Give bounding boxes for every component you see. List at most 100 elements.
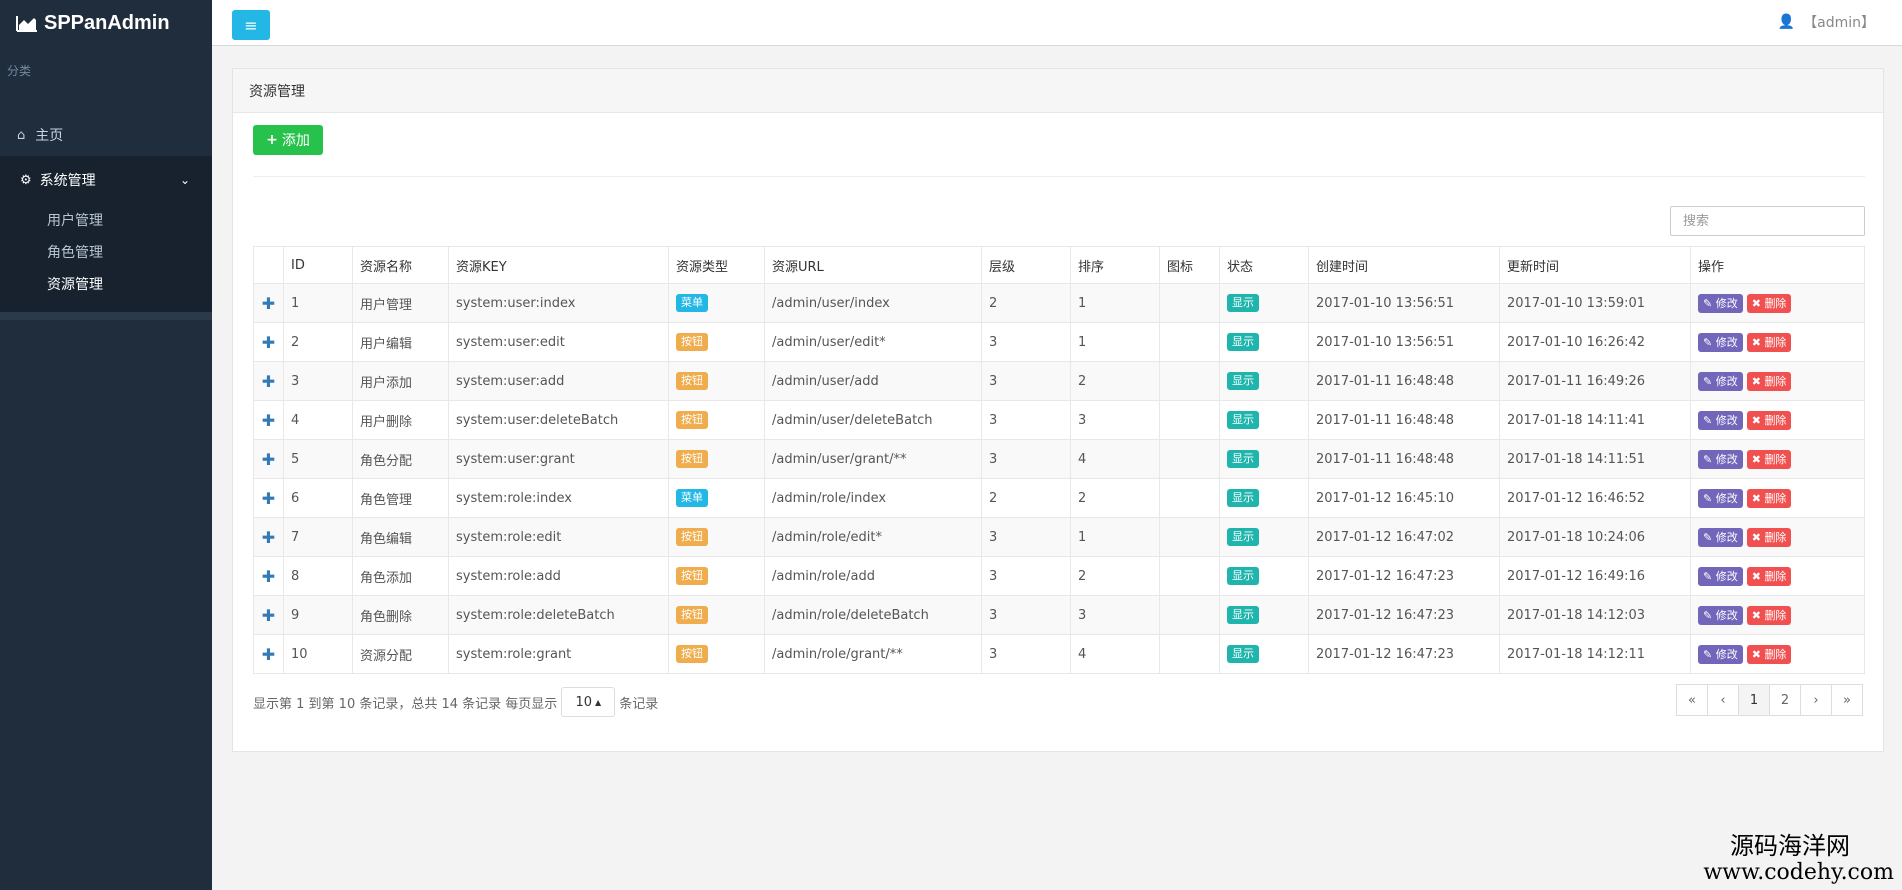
edit-button[interactable]: ✎ 修改 bbox=[1698, 605, 1743, 625]
col-actions: 操作 bbox=[1690, 246, 1865, 284]
edit-button[interactable]: ✎ 修改 bbox=[1698, 488, 1743, 508]
page-size-value: 10 bbox=[575, 694, 592, 710]
col-created[interactable]: 创建时间 bbox=[1308, 246, 1500, 284]
delete-button[interactable]: ✖ 删除 bbox=[1746, 566, 1792, 586]
brand-title: SPPanAdmin bbox=[44, 11, 170, 34]
col-level[interactable]: 层级 bbox=[981, 246, 1071, 284]
expand-icon[interactable]: ✚ bbox=[253, 400, 284, 440]
cell-status: 显示 bbox=[1219, 283, 1309, 323]
edit-button[interactable]: ✎ 修改 bbox=[1698, 410, 1743, 430]
expand-icon[interactable]: ✚ bbox=[253, 556, 284, 596]
cell-actions: ✎ 修改 ✖ 删除 bbox=[1690, 283, 1865, 323]
cell-status: 显示 bbox=[1219, 478, 1309, 518]
sidebar-toggle-button[interactable]: ≡ bbox=[232, 10, 270, 40]
edit-button[interactable]: ✎ 修改 bbox=[1698, 371, 1743, 391]
expand-icon[interactable]: ✚ bbox=[253, 283, 284, 323]
edit-icon: ✎ bbox=[1703, 413, 1716, 427]
divider bbox=[253, 176, 1865, 177]
cell-level: 2 bbox=[981, 478, 1071, 518]
sidebar-group-toggle[interactable]: ⚙ 系统管理 ⌄ bbox=[0, 156, 212, 204]
page-2[interactable]: 2 bbox=[1769, 684, 1801, 716]
edit-label: 修改 bbox=[1715, 374, 1738, 388]
watermark-line1: 源码海洋网 bbox=[1730, 832, 1850, 860]
expand-icon[interactable]: ✚ bbox=[253, 439, 284, 479]
cell-name: 用户编辑 bbox=[352, 322, 449, 362]
col-url[interactable]: 资源URL bbox=[764, 246, 982, 284]
edit-button[interactable]: ✎ 修改 bbox=[1698, 449, 1743, 469]
expand-icon[interactable]: ✚ bbox=[253, 634, 284, 674]
page-prev[interactable]: ‹ bbox=[1707, 684, 1739, 716]
cell-url: /admin/user/add bbox=[764, 361, 982, 401]
cell-id: 10 bbox=[283, 634, 353, 674]
edit-button[interactable]: ✎ 修改 bbox=[1698, 332, 1743, 352]
col-id[interactable]: ID bbox=[283, 246, 353, 284]
cell-key: system:role:index bbox=[448, 478, 669, 518]
page-1[interactable]: 1 bbox=[1738, 684, 1770, 716]
table-row: ✚ 3 用户添加 system:user:add 按钮/admin/user/add 3 2… bbox=[253, 361, 1865, 401]
edit-button[interactable]: ✎ 修改 bbox=[1698, 566, 1743, 586]
sidebar-item-home[interactable]: ⌂ 主页 bbox=[0, 114, 212, 156]
edit-button[interactable]: ✎ 修改 bbox=[1698, 293, 1743, 313]
edit-label: 修改 bbox=[1715, 608, 1738, 622]
brand[interactable]: SPPanAdmin bbox=[0, 0, 212, 46]
cell-sort: 1 bbox=[1070, 517, 1160, 557]
delete-button[interactable]: ✖ 删除 bbox=[1746, 449, 1792, 469]
page-size-select[interactable]: 10 ▲ bbox=[561, 687, 616, 717]
status-badge: 显示 bbox=[1227, 372, 1259, 390]
cell-level: 3 bbox=[981, 556, 1071, 596]
add-button[interactable]: + 添加 bbox=[253, 125, 323, 155]
col-key[interactable]: 资源KEY bbox=[448, 246, 669, 284]
cell-name: 资源分配 bbox=[352, 634, 449, 674]
expand-icon[interactable]: ✚ bbox=[253, 322, 284, 362]
edit-button[interactable]: ✎ 修改 bbox=[1698, 527, 1743, 547]
cell-type: 按钮 bbox=[668, 361, 765, 401]
col-updated[interactable]: 更新时间 bbox=[1499, 246, 1691, 284]
status-badge: 显示 bbox=[1227, 450, 1259, 468]
expand-icon[interactable]: ✚ bbox=[253, 595, 284, 635]
cell-name: 角色管理 bbox=[352, 478, 449, 518]
user-menu[interactable]: 👤 【admin】 bbox=[1778, 12, 1875, 32]
edit-icon: ✎ bbox=[1703, 608, 1716, 622]
table-row: ✚ 8 角色添加 system:role:add 按钮/admin/role/add 3 2… bbox=[253, 556, 1865, 596]
delete-button[interactable]: ✖ 删除 bbox=[1746, 371, 1792, 391]
col-status[interactable]: 状态 bbox=[1219, 246, 1309, 284]
delete-button[interactable]: ✖ 删除 bbox=[1746, 410, 1792, 430]
col-type[interactable]: 资源类型 bbox=[668, 246, 765, 284]
type-badge: 按钮 bbox=[676, 528, 708, 546]
page-next[interactable]: › bbox=[1800, 684, 1832, 716]
sidebar-item-users[interactable]: 用户管理 bbox=[47, 213, 103, 229]
expand-icon[interactable]: ✚ bbox=[253, 478, 284, 518]
cell-type: 按钮 bbox=[668, 517, 765, 557]
cell-name: 用户管理 bbox=[352, 283, 449, 323]
delete-label: 删除 bbox=[1764, 608, 1787, 622]
col-name[interactable]: 资源名称 bbox=[352, 246, 449, 284]
sidebar-item-resources[interactable]: 资源管理 bbox=[47, 277, 103, 293]
table-row: ✚ 2 用户编辑 system:user:edit 按钮/admin/user/edit… bbox=[253, 322, 1865, 362]
cell-url: /admin/user/grant/** bbox=[764, 439, 982, 479]
expand-icon[interactable]: ✚ bbox=[253, 361, 284, 401]
page-last[interactable]: » bbox=[1831, 684, 1863, 716]
cell-actions: ✎ 修改 ✖ 删除 bbox=[1690, 556, 1865, 596]
delete-button[interactable]: ✖ 删除 bbox=[1746, 527, 1792, 547]
search-input[interactable] bbox=[1670, 206, 1865, 236]
watermark: 源码海洋网 www.codehy.com bbox=[1703, 832, 1894, 886]
cell-updated: 2017-01-18 14:11:41 bbox=[1499, 400, 1691, 440]
cell-key: system:role:deleteBatch bbox=[448, 595, 669, 635]
cell-updated: 2017-01-18 14:11:51 bbox=[1499, 439, 1691, 479]
cell-icon bbox=[1159, 556, 1220, 596]
cell-key: system:role:edit bbox=[448, 517, 669, 557]
edit-button[interactable]: ✎ 修改 bbox=[1698, 644, 1743, 664]
delete-button[interactable]: ✖ 删除 bbox=[1746, 605, 1792, 625]
delete-button[interactable]: ✖ 删除 bbox=[1746, 293, 1792, 313]
expand-icon[interactable]: ✚ bbox=[253, 517, 284, 557]
sidebar-item-roles[interactable]: 角色管理 bbox=[47, 245, 103, 261]
page-first[interactable]: « bbox=[1676, 684, 1708, 716]
close-icon: ✖ bbox=[1751, 413, 1765, 427]
delete-button[interactable]: ✖ 删除 bbox=[1746, 488, 1792, 508]
delete-button[interactable]: ✖ 删除 bbox=[1746, 644, 1792, 664]
col-icon[interactable]: 图标 bbox=[1159, 246, 1220, 284]
col-sort[interactable]: 排序 bbox=[1070, 246, 1160, 284]
cell-type: 按钮 bbox=[668, 400, 765, 440]
cell-key: system:role:add bbox=[448, 556, 669, 596]
delete-button[interactable]: ✖ 删除 bbox=[1746, 332, 1792, 352]
